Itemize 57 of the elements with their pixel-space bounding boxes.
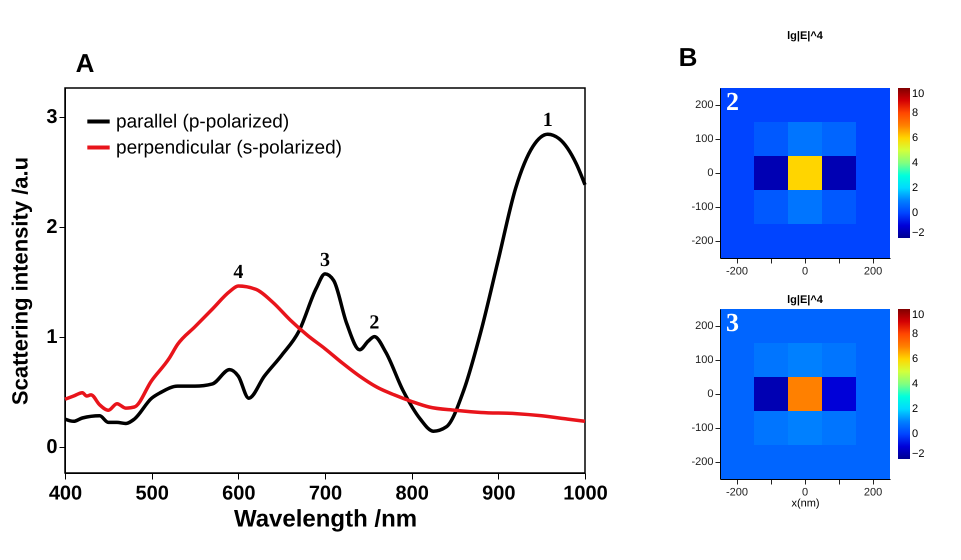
color-bar-label: 6 [912, 132, 918, 144]
x-tick-label: -200 [726, 486, 748, 498]
color-bar-label: 6 [912, 353, 918, 365]
x-tick-label: 1000 [563, 482, 608, 504]
color-bar-label: 2 [912, 182, 918, 194]
annotation: 1 [542, 109, 553, 132]
y-axis-title: Scattering intensity /a.u [7, 156, 32, 406]
color-bar-label: 4 [912, 157, 918, 169]
text: A [76, 48, 95, 78]
color-bar-label: 0 [912, 428, 918, 440]
x-axis-title: Wavelength /nm [234, 506, 418, 532]
x-tick-label: -200 [726, 266, 748, 278]
annotation: 2 [726, 87, 739, 116]
chart-title: lg|E|^4 [787, 30, 824, 42]
color-bar-label: −2 [912, 227, 925, 239]
y-tick-label: -100 [691, 422, 714, 434]
color-bar-label: 0 [912, 207, 918, 219]
y-tick-label: 100 [695, 133, 714, 145]
y-tick-label: 2 [46, 216, 58, 238]
x-tick-label: 200 [864, 486, 882, 498]
color-bar-label: 2 [912, 403, 918, 415]
annotation: 3 [320, 248, 330, 271]
line-series [63, 284, 587, 424]
x-axis-title: x(nm) [791, 498, 820, 510]
color-bar-label: 10 [912, 309, 924, 321]
color-bar-label: −2 [912, 448, 925, 460]
annotation: 4 [233, 261, 244, 283]
x-tick-label: 0 [802, 486, 808, 498]
x-tick-label: 200 [864, 266, 882, 278]
y-tick-label: 100 [695, 354, 714, 366]
x-tick-label: 800 [395, 482, 429, 504]
legend-label: perpendicular (s-polarized) [116, 138, 342, 158]
y-tick-label: 3 [46, 106, 58, 128]
color-bar-label: 8 [912, 328, 918, 340]
legend-label: parallel (p-polarized) [116, 112, 290, 132]
color-bar-label: 8 [912, 107, 918, 119]
y-tick-label: -100 [691, 201, 714, 213]
color-bar-label: 4 [912, 378, 918, 390]
x-tick-label: 600 [222, 482, 256, 504]
annotation: 2 [369, 312, 380, 334]
color-bar-label: 10 [912, 88, 924, 100]
x-tick-label: 500 [135, 482, 169, 504]
chart-title: lg|E|^4 [787, 294, 824, 306]
y-tick-label: -200 [691, 456, 714, 468]
x-tick-label: 400 [48, 482, 82, 504]
text: B [678, 42, 698, 72]
x-tick-label: 0 [802, 266, 808, 278]
y-tick-label: 1 [46, 326, 58, 348]
x-tick-label: 900 [482, 482, 516, 504]
annotation: 3 [726, 308, 739, 337]
x-tick-label: 700 [308, 482, 342, 504]
y-tick-label: 200 [695, 320, 714, 332]
y-tick-label: -200 [691, 235, 714, 247]
y-tick-label: 200 [695, 99, 714, 111]
y-tick-label: 0 [707, 167, 714, 179]
y-tick-label: 0 [707, 388, 714, 400]
y-tick-label: 0 [46, 436, 58, 458]
